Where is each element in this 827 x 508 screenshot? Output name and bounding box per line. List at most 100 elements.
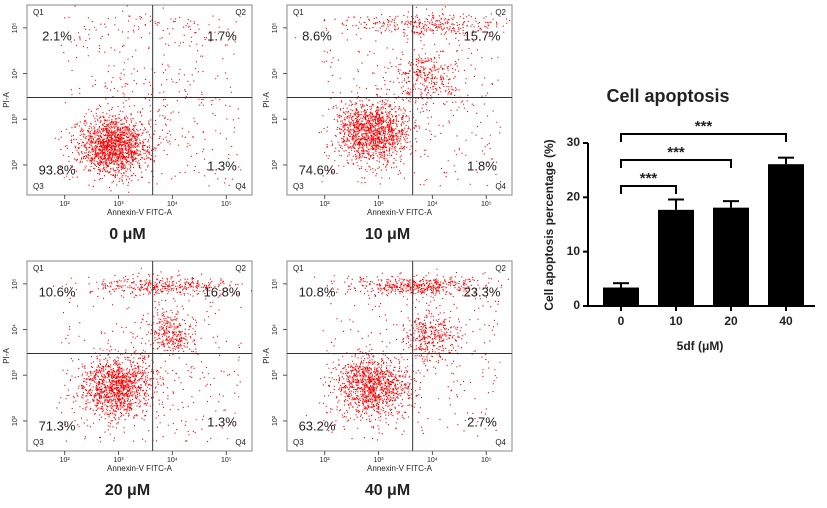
x-tick-label: 10⁵ — [481, 457, 492, 464]
y-tick-label: 10² — [272, 159, 279, 170]
y-tick-label: 10⁵ — [272, 278, 279, 289]
y-tick-label: 10² — [12, 415, 19, 426]
y-tick-label: 0 — [573, 298, 580, 312]
plot-frame — [286, 4, 513, 196]
significance-bracket — [620, 133, 787, 142]
y-axis-label: PI-A — [2, 348, 11, 364]
quadrant-name: Q4 — [235, 182, 246, 191]
quadrant-name: Q4 — [495, 182, 506, 191]
x-tick-label: 10⁵ — [221, 457, 232, 464]
y-tick-label: 10³ — [272, 114, 279, 125]
quadrant-name: Q2 — [495, 8, 506, 17]
panel-title: 20 μM — [105, 482, 150, 499]
quadrant-percent: 2.7% — [467, 414, 497, 429]
quadrant-name: Q2 — [235, 264, 246, 273]
significance-label: *** — [667, 144, 685, 161]
quadrant-percent: 2.1% — [42, 28, 72, 43]
quadrant-percent: 10.8% — [299, 284, 336, 299]
significance-bracket — [620, 185, 677, 194]
y-tick-label: 10⁴ — [12, 324, 19, 335]
y-tick-label: 10⁵ — [272, 22, 279, 33]
y-tick-label: 10³ — [12, 114, 19, 125]
y-tick-label: 10⁵ — [12, 278, 19, 289]
quadrant-name: Q4 — [495, 438, 506, 447]
quadrant-percent: 23.3% — [464, 284, 501, 299]
y-tick-label: 20 — [567, 190, 581, 204]
x-tick-label: 10⁵ — [221, 201, 232, 208]
x-tick-label: 10⁴ — [167, 457, 178, 464]
x-tick-label: 10⁴ — [427, 201, 438, 208]
quadrant-name: Q3 — [293, 182, 304, 191]
panel-title: 10 μM — [365, 226, 410, 243]
panel-title: 40 μM — [365, 482, 410, 499]
quadrant-name: Q3 — [33, 438, 44, 447]
y-tick-label: 10⁴ — [12, 68, 19, 79]
quadrant-name: Q1 — [33, 8, 44, 17]
bar — [658, 209, 694, 306]
quadrant-percent: 74.6% — [299, 162, 336, 177]
quadrant-percent: 10.6% — [39, 284, 76, 299]
x-tick-label: 10³ — [373, 457, 384, 464]
x-tick-label: 10 — [669, 314, 683, 328]
quadrant-percent: 1.3% — [207, 414, 237, 429]
x-tick-label: 10² — [320, 201, 331, 208]
quadrant-name: Q3 — [293, 438, 304, 447]
y-tick-label: 10² — [272, 415, 279, 426]
x-axis-label: Annexin-V FITC-A — [367, 464, 433, 473]
x-tick-label: 0 — [618, 314, 625, 328]
x-tick-label: 10³ — [113, 457, 124, 464]
x-tick-label: 10⁴ — [427, 457, 438, 464]
event-dots — [295, 6, 511, 187]
panel-title: 0 μM — [109, 226, 145, 243]
quadrant-percent: 1.3% — [207, 158, 237, 173]
plot-frame — [286, 260, 513, 452]
y-tick-label: 10 — [567, 244, 581, 258]
quadrant-percent: 93.8% — [39, 162, 76, 177]
significance-label: *** — [695, 118, 713, 135]
x-tick-label: 40 — [779, 314, 793, 328]
quadrant-name: Q3 — [33, 182, 44, 191]
quadrant-percent: 71.3% — [39, 418, 76, 433]
x-tick-label: 10³ — [373, 201, 384, 208]
y-tick-label: 10² — [12, 159, 19, 170]
quadrant-name: Q2 — [495, 264, 506, 273]
x-axis-label: Annexin-V FITC-A — [107, 464, 173, 473]
plot-frame — [26, 260, 253, 452]
bar — [603, 287, 639, 306]
y-tick-label: 10⁵ — [12, 22, 19, 33]
quadrant-name: Q4 — [235, 438, 246, 447]
quadrant-percent: 16.8% — [204, 284, 241, 299]
x-axis-label: 5df (μM) — [677, 339, 724, 353]
bar — [768, 164, 804, 306]
quadrant-percent: 15.7% — [464, 28, 501, 43]
x-tick-label: 10² — [320, 457, 331, 464]
y-tick-label: 10⁴ — [272, 324, 279, 335]
y-tick-label: 10³ — [272, 370, 279, 381]
y-tick-label: 10³ — [12, 370, 19, 381]
y-axis-label: PI-A — [2, 92, 11, 108]
quadrant-name: Q1 — [33, 264, 44, 273]
event-dots — [55, 5, 242, 193]
chart-title: Cell apoptosis — [606, 86, 729, 106]
quadrant-percent: 1.7% — [207, 28, 237, 43]
y-tick-label: 10⁴ — [272, 68, 279, 79]
quadrant-name: Q1 — [293, 264, 304, 273]
quadrant-percent: 8.6% — [302, 28, 332, 43]
y-tick-label: 30 — [567, 135, 581, 149]
x-tick-label: 10² — [60, 201, 71, 208]
x-axis-label: Annexin-V FITC-A — [107, 208, 173, 217]
y-axis-label: PI-A — [262, 348, 271, 364]
significance-bracket — [620, 159, 732, 168]
x-tick-label: 10⁴ — [167, 201, 178, 208]
y-axis-label: PI-A — [262, 92, 271, 108]
x-tick-label: 10³ — [113, 201, 124, 208]
x-tick-label: 10² — [60, 457, 71, 464]
quadrant-percent: 1.8% — [467, 158, 497, 173]
quadrant-name: Q1 — [293, 8, 304, 17]
bar — [713, 207, 749, 306]
quadrant-percent: 63.2% — [299, 418, 336, 433]
x-tick-label: 10⁵ — [481, 201, 492, 208]
significance-label: *** — [640, 170, 658, 187]
x-tick-label: 20 — [724, 314, 738, 328]
